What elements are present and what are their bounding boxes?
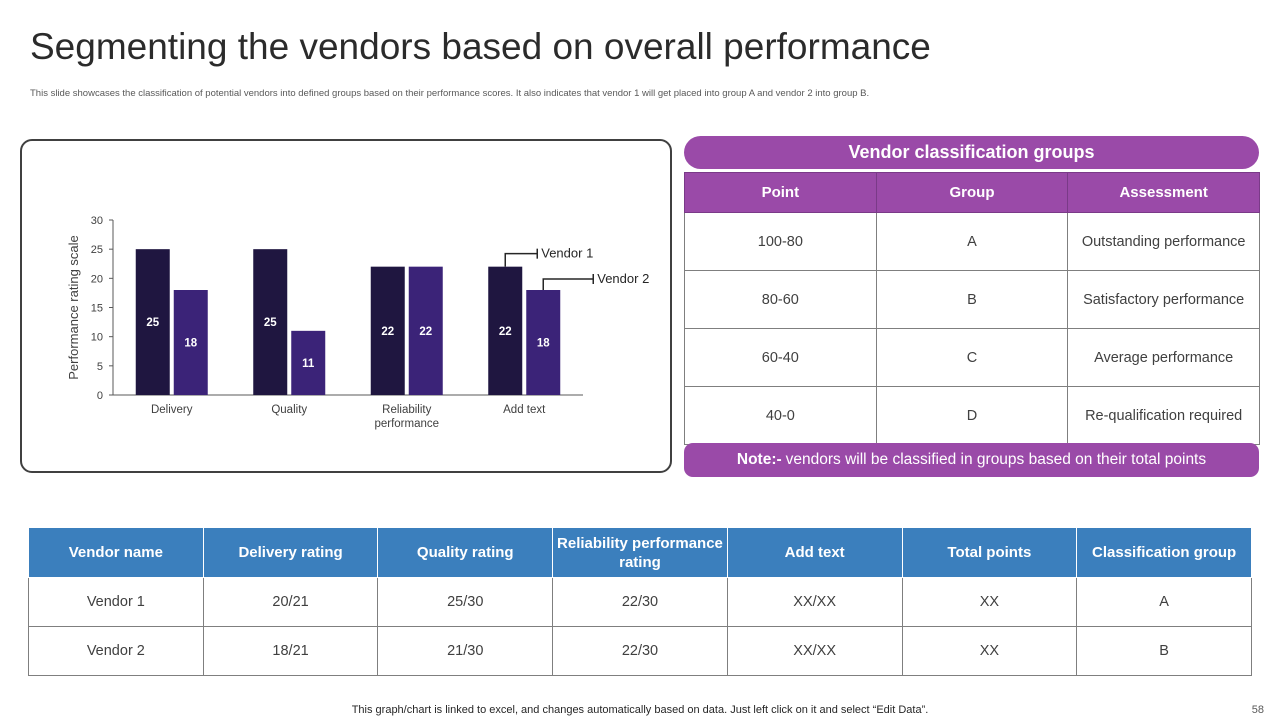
- x-tick-label: Add text: [503, 404, 546, 416]
- y-tick-label: 25: [91, 244, 103, 256]
- table-cell: Vendor 2: [28, 626, 204, 676]
- table-cell: Average performance: [1067, 328, 1260, 387]
- x-tick-label: Quality: [271, 404, 307, 416]
- legend-callout-line: [504, 252, 538, 267]
- classification-col-group: Group: [875, 172, 1069, 213]
- classification-header: Vendor classification groups: [684, 136, 1259, 169]
- bar-vendor-2: [526, 290, 561, 395]
- bar-vendor-1: [488, 266, 523, 395]
- vendor-col-total: Total points: [901, 527, 1078, 578]
- bar-chart[interactable]: 0 5 10 15 20 25 30 Performance rating scale 25 18…: [22, 141, 674, 475]
- table-row: 80-60 B Satisfactory performance: [684, 270, 1260, 329]
- vendor-col-reliability: Reliability performance rating: [552, 527, 728, 578]
- table-cell: 25/30: [377, 577, 554, 627]
- y-tick-label: 30: [91, 215, 103, 227]
- table-cell: 60-40: [684, 328, 877, 387]
- vendor-col-quality: Quality rating: [377, 527, 554, 578]
- table-cell: C: [875, 328, 1069, 387]
- bar-vendor-1: [370, 266, 405, 395]
- table-row: 40-0 D Re-qualification required: [684, 386, 1260, 445]
- table-cell: 22/30: [552, 577, 728, 627]
- table-row: 60-40 C Average performance: [684, 328, 1260, 387]
- table-cell: Re-qualification required: [1067, 386, 1260, 445]
- x-tick-label: performance: [374, 418, 439, 430]
- table-row: Vendor 2 18/21 21/30 22/30 XX/XX XX B: [28, 626, 1252, 676]
- y-tick-label: 5: [97, 361, 103, 373]
- table-cell: A: [875, 212, 1069, 271]
- vendor-rating-table: Vendor name Delivery rating Quality rati…: [28, 527, 1252, 676]
- bar-data-label: 25: [146, 317, 159, 329]
- y-tick-label: 10: [91, 332, 103, 344]
- vendor-col-name: Vendor name: [28, 527, 204, 578]
- legend-callout-line: [542, 278, 594, 290]
- slide-subtitle: This slide showcases the classification …: [30, 88, 870, 99]
- bar-data-label: 18: [537, 338, 550, 350]
- page-number: 58: [1251, 704, 1264, 716]
- y-tick-label: 15: [91, 303, 103, 315]
- table-cell: 40-0: [684, 386, 877, 445]
- table-cell: XX/XX: [726, 577, 903, 627]
- table-cell: XX: [901, 577, 1078, 627]
- bar-data-label: 22: [381, 326, 394, 338]
- note-text: vendors will be classified in groups bas…: [785, 451, 1207, 468]
- y-tick-label: 20: [91, 273, 103, 285]
- classification-table: Point Group Assessment 100-80 A Outstand…: [684, 172, 1260, 445]
- y-tick-label: 0: [97, 390, 103, 402]
- table-cell: 80-60: [684, 270, 877, 329]
- legend-label-vendor-1: Vendor 1: [541, 246, 593, 261]
- bar-data-label: 22: [419, 326, 432, 338]
- table-cell: B: [1076, 626, 1252, 676]
- bar-vendor-1: [135, 249, 170, 395]
- vendor-col-delivery: Delivery rating: [202, 527, 379, 578]
- table-row: 100-80 A Outstanding performance: [684, 212, 1260, 271]
- table-cell: 21/30: [377, 626, 554, 676]
- bar-data-label: 22: [499, 326, 512, 338]
- table-cell: Outstanding performance: [1067, 212, 1260, 271]
- table-cell: 22/30: [552, 626, 728, 676]
- bar-data-label: 18: [184, 338, 197, 350]
- table-cell: 100-80: [684, 212, 877, 271]
- table-cell: A: [1076, 577, 1252, 627]
- vendor-col-add-text: Add text: [726, 527, 903, 578]
- table-cell: XX: [901, 626, 1078, 676]
- table-cell: D: [875, 386, 1069, 445]
- classification-col-assessment: Assessment: [1067, 172, 1260, 213]
- table-cell: 20/21: [202, 577, 379, 627]
- table-row: Vendor 1 20/21 25/30 22/30 XX/XX XX A: [28, 577, 1252, 627]
- table-cell: XX/XX: [726, 626, 903, 676]
- x-tick-label: Delivery: [151, 404, 193, 416]
- slide-title: Segmenting the vendors based on overall …: [30, 26, 931, 67]
- bar-vendor-2: [408, 266, 443, 395]
- bar-vendor-2: [291, 330, 326, 395]
- table-cell: 18/21: [202, 626, 379, 676]
- y-axis-title: Performance rating scale: [66, 235, 81, 380]
- legend-label-vendor-2: Vendor 2: [597, 271, 649, 286]
- classification-note: Note:- vendors will be classified in gro…: [684, 443, 1259, 477]
- bar-data-label: 25: [264, 317, 277, 329]
- table-cell: B: [875, 270, 1069, 329]
- footer-note: This graph/chart is linked to excel, and…: [351, 704, 929, 716]
- vendor-col-group: Classification group: [1076, 527, 1252, 578]
- x-tick-label: Reliability: [382, 404, 431, 416]
- bar-data-label: 11: [302, 358, 315, 370]
- table-cell: Satisfactory performance: [1067, 270, 1260, 329]
- table-cell: Vendor 1: [28, 577, 204, 627]
- classification-col-point: Point: [684, 172, 877, 213]
- bar-vendor-1: [253, 249, 288, 395]
- note-label: Note:-: [736, 451, 782, 468]
- bar-vendor-2: [173, 290, 208, 395]
- chart-panel[interactable]: 0 5 10 15 20 25 30 Performance rating scale 25 18…: [20, 139, 672, 473]
